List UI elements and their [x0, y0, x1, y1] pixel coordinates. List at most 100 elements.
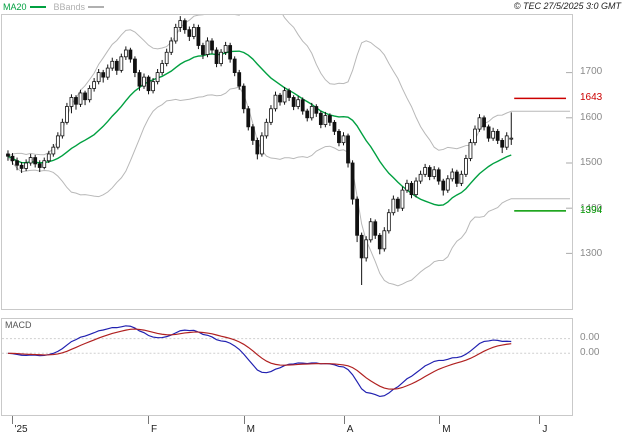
candle-body — [486, 126, 491, 139]
candle-body — [400, 189, 405, 209]
candle-body — [228, 45, 233, 60]
candle-body — [142, 76, 146, 87]
candle-body — [409, 182, 414, 196]
candle-body — [123, 49, 128, 58]
candles — [6, 16, 514, 286]
candle-body — [182, 20, 187, 31]
candle-body — [309, 106, 314, 119]
candle-body — [37, 163, 42, 168]
candle-body — [214, 49, 219, 64]
level-label: 1394 — [580, 205, 603, 217]
candle-body — [160, 63, 165, 74]
candle-body — [328, 115, 332, 123]
candle-body — [46, 153, 51, 162]
bb-upper-line — [7, 15, 571, 157]
candle-body — [350, 162, 355, 200]
candle-body — [305, 110, 310, 119]
x-axis-label: M — [246, 424, 255, 435]
candle-body — [19, 164, 24, 169]
macd-label: MACD — [5, 320, 32, 330]
candle-body — [255, 139, 260, 155]
candle-body — [396, 198, 400, 209]
candle-body — [414, 180, 418, 196]
candle-body — [464, 158, 468, 175]
candle-body — [432, 169, 437, 177]
candle-body — [468, 142, 473, 159]
ma20-line — [7, 50, 512, 207]
legend: MA20 BBands — [3, 1, 105, 13]
price-tick-label: 1500 — [580, 157, 603, 168]
candle-body — [110, 60, 115, 69]
candle-body — [146, 76, 151, 92]
candle-body — [441, 180, 446, 191]
candle-body — [246, 108, 251, 128]
legend-bbands-label: BBands — [53, 2, 86, 12]
candle-body — [405, 182, 409, 191]
price-tick-label: 1300 — [580, 248, 603, 259]
x-axis-label: J — [542, 424, 548, 435]
candle-body — [477, 117, 482, 130]
candle-body — [473, 128, 477, 144]
candle-body — [65, 106, 69, 123]
candle-body — [119, 56, 124, 71]
candle-body — [151, 81, 155, 92]
candle-body — [78, 92, 83, 105]
candle-body — [337, 130, 341, 144]
signal-line — [7, 328, 512, 390]
x-axis-label: A — [346, 424, 354, 435]
x-axis-label: F — [151, 424, 158, 435]
candle-body — [373, 221, 378, 236]
candle-body — [24, 162, 29, 169]
bbands-swatch — [88, 6, 105, 8]
macd-panel — [1, 318, 573, 416]
candle-body — [436, 169, 441, 182]
candle-body — [273, 94, 278, 110]
candle-body — [96, 72, 101, 83]
price-tick-label: 1600 — [580, 111, 603, 123]
x-axis-label: '25 — [14, 424, 28, 435]
candle-body — [445, 178, 450, 191]
candle-body — [169, 40, 174, 53]
candle-body — [332, 121, 337, 132]
x-axis-tick — [243, 416, 245, 424]
candle-body — [164, 51, 169, 64]
candle-body — [368, 221, 373, 241]
candle-body — [137, 72, 142, 87]
legend-ma20-label: MA20 — [3, 2, 27, 12]
candle-body — [300, 99, 305, 112]
candle-body — [15, 160, 19, 166]
candle-body — [259, 135, 264, 155]
candle-body — [318, 112, 323, 125]
candle-body — [359, 234, 364, 259]
ma20-swatch — [29, 6, 46, 8]
candle-body — [83, 92, 87, 101]
candle-body — [278, 94, 282, 103]
candle-body — [323, 115, 328, 125]
candle-body — [500, 139, 505, 148]
price-tick-label: 1400 — [580, 202, 603, 214]
candle-body — [264, 121, 269, 137]
candle-body — [101, 72, 106, 78]
candle-body — [287, 90, 291, 98]
candle-body — [491, 130, 496, 139]
candle-body — [191, 27, 196, 37]
candle-body — [386, 212, 391, 232]
candle-body — [60, 121, 65, 137]
candle-body — [33, 157, 38, 165]
candle-body — [509, 137, 514, 140]
candle-body — [341, 135, 346, 144]
candle-body — [382, 230, 387, 250]
candle-body — [55, 135, 60, 148]
candle-body — [296, 99, 301, 107]
candle-body — [241, 85, 246, 110]
candle-body — [459, 173, 464, 184]
price-chart-canvas — [6, 15, 572, 287]
candle-body — [201, 45, 205, 55]
macd-tick-label: 0.00 — [580, 347, 600, 358]
candle-body — [391, 198, 396, 214]
candle-body — [232, 58, 237, 74]
candle-body — [92, 81, 97, 89]
candle-body — [51, 146, 56, 155]
x-axis-tick — [439, 416, 441, 424]
price-tick-label: 1700 — [580, 66, 603, 77]
